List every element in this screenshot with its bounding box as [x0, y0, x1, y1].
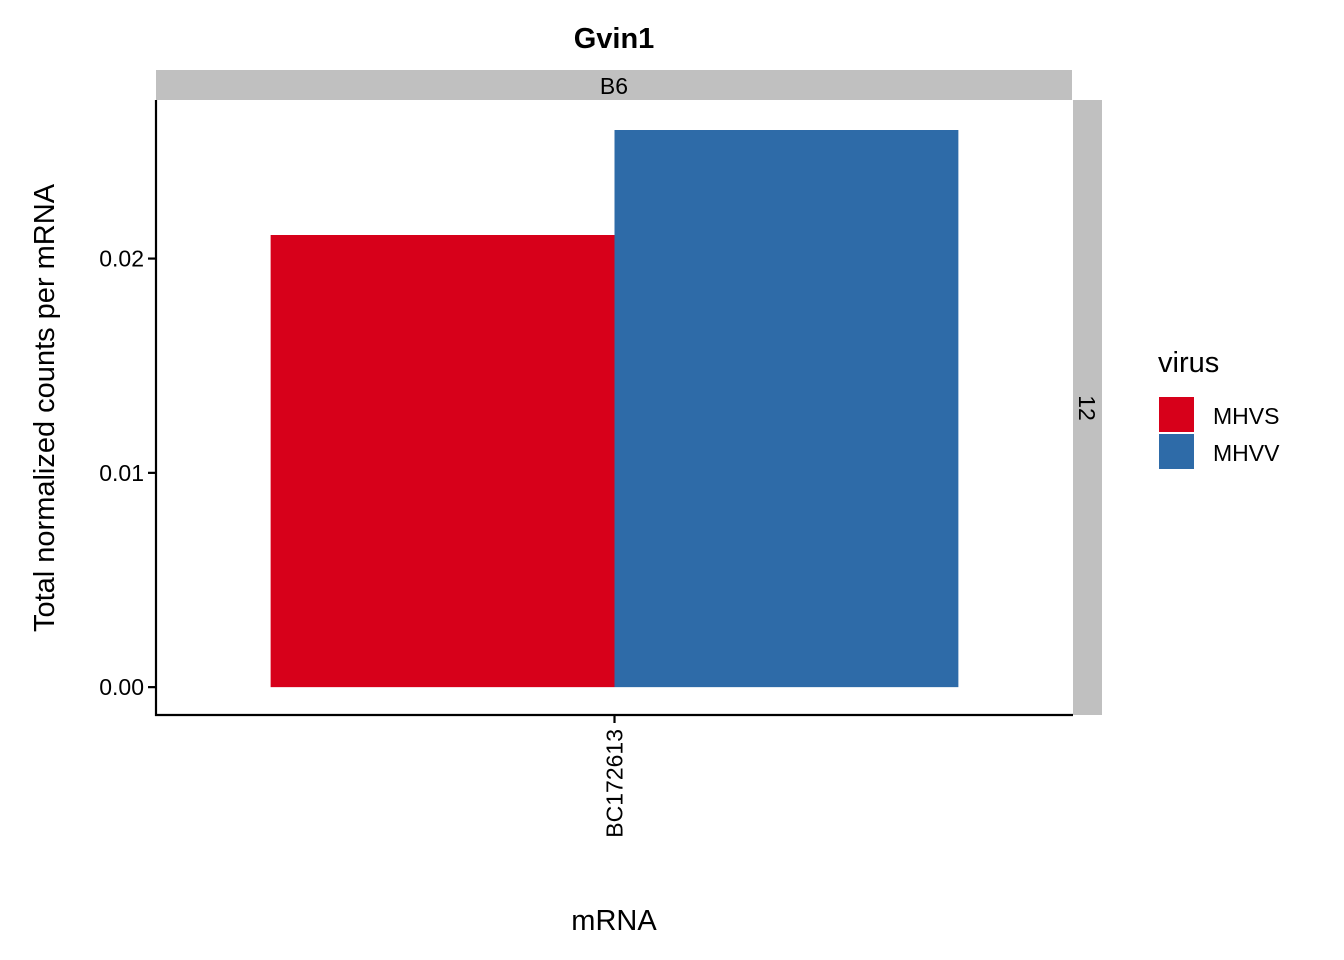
y-tick-label: 0.01	[99, 460, 144, 486]
bar-mhvv	[614, 130, 959, 688]
x-ticks-group: BC172613	[602, 715, 628, 838]
legend-title: virus	[1158, 347, 1219, 379]
legend-key-mhvv	[1159, 434, 1194, 469]
x-axis-title: mRNA	[571, 905, 657, 937]
y-tick-label: 0.02	[99, 246, 144, 272]
facet-strip-right	[1073, 100, 1102, 715]
legend: virus MHVS MHVV	[1158, 347, 1280, 469]
facet-strip-right-label: 12	[1074, 395, 1100, 421]
facet-strip-top-label: B6	[600, 73, 628, 99]
legend-key-mhvs	[1159, 397, 1194, 432]
chart-title: Gvin1	[574, 23, 655, 55]
bar-mhvs	[270, 235, 615, 688]
x-tick-label: BC172613	[602, 729, 628, 838]
y-tick-label: 0.00	[99, 674, 144, 700]
y-ticks-group: 0.00 0.01 0.02	[99, 246, 156, 700]
bars-group	[270, 130, 959, 688]
facet-strip-top	[156, 70, 1072, 100]
legend-label-mhvs: MHVS	[1213, 403, 1279, 429]
y-axis-title: Total normalized counts per mRNA	[29, 183, 61, 632]
legend-label-mhvv: MHVV	[1213, 440, 1280, 466]
